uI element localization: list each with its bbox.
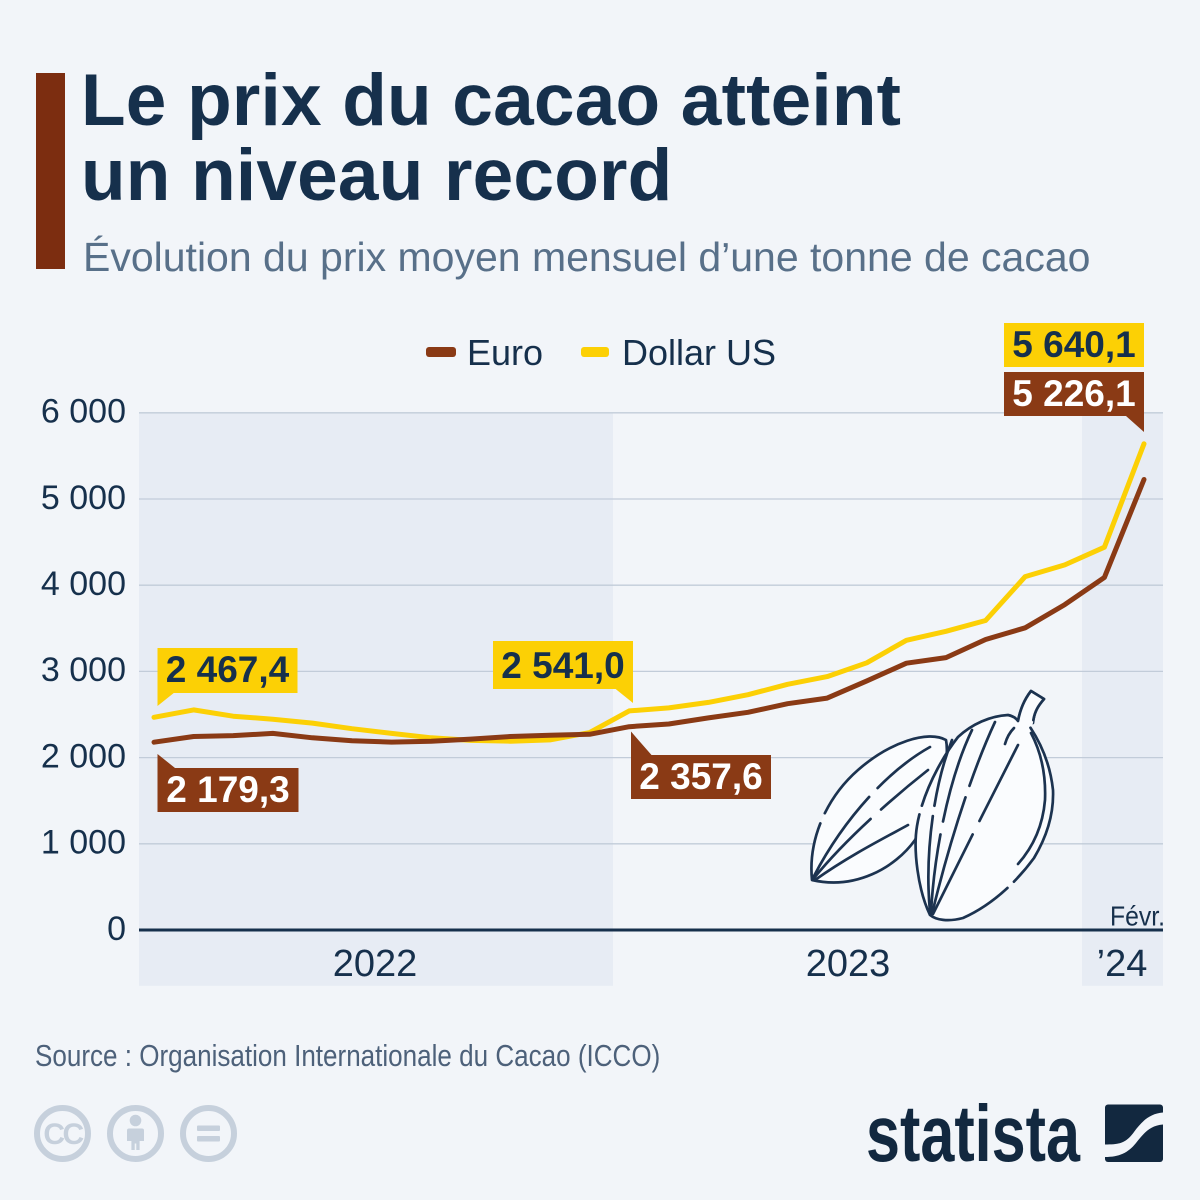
svg-text:2 000: 2 000 [41, 737, 126, 775]
svg-text:5 000: 5 000 [41, 479, 126, 517]
svg-text:CC: CC [43, 1118, 83, 1151]
svg-text:2023: 2023 [806, 943, 891, 985]
svg-text:’24: ’24 [1097, 943, 1148, 985]
svg-text:Euro: Euro [467, 332, 543, 373]
svg-text:6 000: 6 000 [41, 393, 126, 431]
svg-text:4 000: 4 000 [41, 565, 126, 603]
svg-text:0: 0 [107, 910, 126, 948]
svg-text:3 000: 3 000 [41, 651, 126, 689]
svg-text:Dollar US: Dollar US [622, 332, 776, 373]
svg-text:2 541,0: 2 541,0 [501, 645, 624, 686]
svg-text:2 357,6: 2 357,6 [639, 756, 762, 797]
svg-text:2022: 2022 [333, 943, 418, 985]
svg-text:2 179,3: 2 179,3 [166, 769, 289, 810]
svg-text:5 226,1: 5 226,1 [1012, 373, 1135, 414]
svg-text:Févr.: Févr. [1110, 901, 1165, 932]
svg-text:1 000: 1 000 [41, 824, 126, 862]
svg-text:statista: statista [866, 1089, 1080, 1178]
svg-text:5 640,1: 5 640,1 [1012, 324, 1135, 365]
svg-text:2 467,4: 2 467,4 [166, 649, 290, 690]
